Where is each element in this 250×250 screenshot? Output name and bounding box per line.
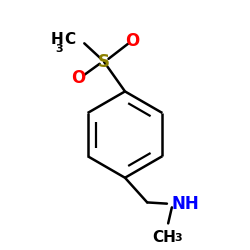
Text: 3: 3 xyxy=(174,233,182,243)
Text: H: H xyxy=(50,32,63,47)
Text: 3: 3 xyxy=(56,44,63,54)
Text: C: C xyxy=(64,32,76,47)
Text: S: S xyxy=(98,53,110,71)
Text: O: O xyxy=(125,32,140,50)
Text: NH: NH xyxy=(172,195,200,213)
Text: CH: CH xyxy=(152,230,176,244)
Text: O: O xyxy=(71,69,85,87)
